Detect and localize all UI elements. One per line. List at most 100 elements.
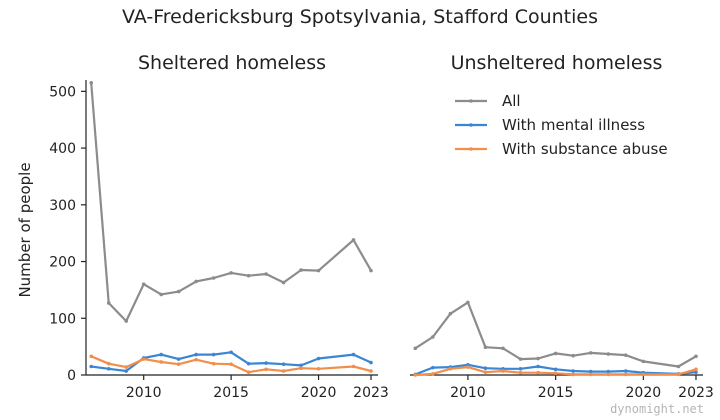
data-point xyxy=(676,372,681,377)
data-point xyxy=(194,352,198,357)
data-point xyxy=(431,365,435,370)
data-point xyxy=(624,369,628,373)
data-point xyxy=(89,81,94,85)
data-point xyxy=(351,352,356,357)
data-point xyxy=(431,372,435,376)
data-point xyxy=(351,238,356,242)
data-point xyxy=(264,272,268,276)
panel-title: Unsheltered homeless xyxy=(451,52,663,74)
data-point xyxy=(246,273,251,278)
data-point xyxy=(518,370,523,375)
y-tick-label: 100 xyxy=(49,311,76,327)
data-point xyxy=(624,353,628,357)
data-point xyxy=(606,369,611,374)
data-point xyxy=(229,350,233,355)
data-point xyxy=(246,370,251,374)
data-point xyxy=(194,279,198,284)
data-point xyxy=(281,280,286,285)
x-tick-label: 2010 xyxy=(126,385,162,401)
data-point xyxy=(536,364,540,369)
y-tick-label: 0 xyxy=(67,368,76,384)
data-point xyxy=(483,366,488,370)
series-with-substance-abuse xyxy=(89,354,373,374)
data-point xyxy=(316,268,321,273)
data-point xyxy=(106,301,111,305)
data-point xyxy=(571,372,575,377)
data-point xyxy=(89,354,94,359)
data-point xyxy=(448,366,453,371)
data-point xyxy=(483,370,488,374)
data-point xyxy=(351,364,356,369)
data-point xyxy=(588,369,593,374)
legend-item-with-substance-abuse: With substance abuse xyxy=(455,140,668,158)
data-point xyxy=(588,351,593,355)
panel-title: Sheltered homeless xyxy=(138,52,326,74)
legend: All With mental illness With substance abu… xyxy=(455,92,668,158)
data-point xyxy=(676,364,681,369)
data-point xyxy=(694,354,698,359)
series-line xyxy=(90,82,372,323)
data-point xyxy=(536,356,540,361)
data-point xyxy=(229,271,233,275)
data-point xyxy=(159,360,163,364)
data-point xyxy=(316,356,321,361)
data-point xyxy=(159,352,163,357)
data-point xyxy=(89,364,94,369)
data-point xyxy=(483,345,488,350)
data-point xyxy=(571,353,575,358)
data-point xyxy=(571,369,575,373)
data-point xyxy=(694,370,698,374)
panel-sheltered-homeless: Sheltered homeless 2010 2015 2020 2023 0 100 20… xyxy=(49,52,389,401)
x-tick-label: 2010 xyxy=(450,385,486,401)
data-point xyxy=(518,357,523,361)
data-point xyxy=(641,372,646,377)
data-point xyxy=(369,360,373,365)
x-tick-label: 2023 xyxy=(353,385,389,401)
data-point xyxy=(124,369,129,373)
data-point xyxy=(588,372,593,377)
data-point xyxy=(106,361,111,366)
x-tick-label: 2015 xyxy=(213,385,249,401)
y-tick-label: 300 xyxy=(49,198,76,214)
data-point xyxy=(299,366,303,370)
data-point xyxy=(553,371,558,376)
data-point xyxy=(553,367,558,372)
data-point xyxy=(518,366,523,371)
data-point xyxy=(369,369,373,373)
data-point xyxy=(281,369,286,373)
data-point xyxy=(211,361,216,366)
data-point xyxy=(211,276,216,280)
watermark: dynomight.net xyxy=(610,402,704,416)
data-point xyxy=(413,346,418,351)
data-point xyxy=(246,361,251,366)
chart-title: VA-Fredericksburg Spotsylvania, Stafford… xyxy=(122,6,598,28)
legend-item-all: All xyxy=(455,92,521,110)
data-point xyxy=(176,357,181,361)
legend-marker xyxy=(469,99,473,103)
panels: Sheltered homeless 2010 2015 2020 2023 0 100 20… xyxy=(49,52,714,401)
data-point xyxy=(316,366,321,371)
y-tick-label: 200 xyxy=(49,255,76,271)
x-tick-label: 2020 xyxy=(626,385,662,401)
y-axis-label: Number of people xyxy=(16,162,34,297)
data-point xyxy=(501,346,505,351)
panel-unsheltered-homeless: Unsheltered homeless 2010 2015 2020 2023 xyxy=(410,52,714,401)
data-point xyxy=(536,370,540,375)
data-point xyxy=(159,292,163,297)
data-point xyxy=(431,335,435,339)
series-with-substance-abuse xyxy=(413,365,698,377)
legend-marker xyxy=(469,123,473,127)
data-point xyxy=(641,359,646,364)
data-point xyxy=(176,362,181,367)
legend-label: All xyxy=(502,92,521,110)
data-point xyxy=(369,268,373,273)
data-point xyxy=(264,367,268,372)
data-point xyxy=(694,367,698,372)
data-point xyxy=(624,372,628,377)
data-point xyxy=(281,362,286,367)
series-line xyxy=(90,355,372,374)
series-line xyxy=(414,363,697,376)
y-tick-label: 400 xyxy=(49,141,76,157)
series-all xyxy=(89,81,373,323)
